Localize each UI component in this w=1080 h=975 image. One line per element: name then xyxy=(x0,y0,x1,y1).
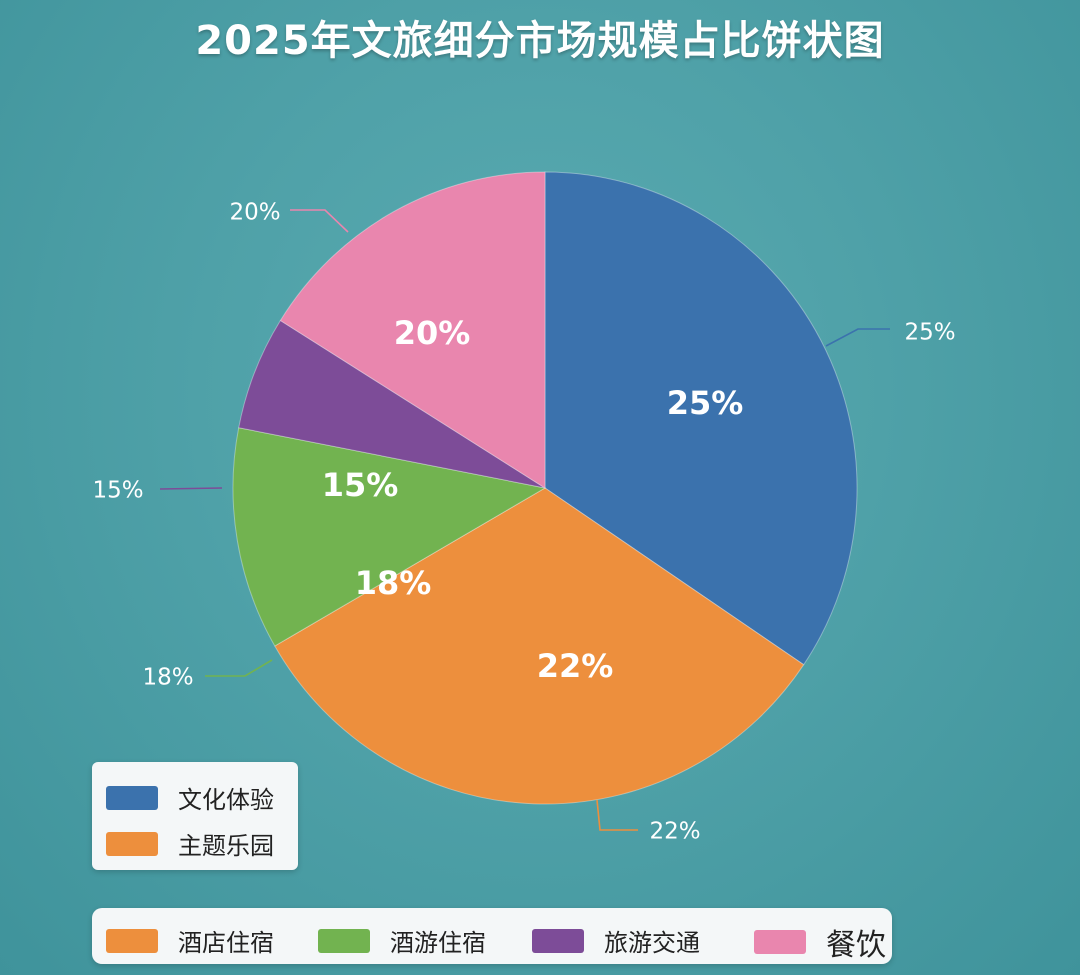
legend-item-hotel: 酒店住宿 xyxy=(106,923,274,958)
legend-item-theme-park: 主题乐园 xyxy=(106,826,274,861)
leader-line xyxy=(290,209,349,233)
legend-swatch xyxy=(106,831,158,856)
legend-label: 主题乐园 xyxy=(178,832,274,860)
legend-item-transport: 旅游交通 xyxy=(532,923,700,958)
legend-item-lodging: 酒游住宿 xyxy=(318,923,486,958)
leader-line xyxy=(596,799,638,831)
pie-slice xyxy=(544,171,858,666)
leader-line xyxy=(159,487,223,490)
legend-label: 酒游住宿 xyxy=(390,929,486,957)
legend-label: 酒店住宿 xyxy=(178,929,274,957)
slice-value-label: 15% xyxy=(322,466,399,504)
legend-label: 旅游交通 xyxy=(604,929,700,957)
slice-outer-label: 20% xyxy=(229,200,280,226)
legend-swatch xyxy=(106,785,158,810)
pie-slice xyxy=(279,171,546,489)
legend-swatch xyxy=(106,928,158,953)
legend-swatch xyxy=(532,928,584,953)
legend-label: 文化体验 xyxy=(178,786,274,814)
legend-swatch xyxy=(318,928,370,953)
pie-slice xyxy=(274,487,805,805)
slice-outer-label: 18% xyxy=(142,665,193,691)
pie-slice xyxy=(238,319,546,489)
legend-item-culture: 文化体验 xyxy=(106,780,274,815)
legend-label: 餐饮 xyxy=(826,928,886,963)
legend-swatch xyxy=(754,930,806,954)
legend-top: 文化体验 主题乐园 xyxy=(92,762,298,870)
leader-line xyxy=(205,659,273,677)
slice-value-label: 18% xyxy=(355,564,432,602)
pie-slice xyxy=(232,427,547,647)
slice-value-label: 25% xyxy=(667,384,744,422)
slice-value-label: 22% xyxy=(537,647,614,685)
slice-value-label: 20% xyxy=(394,314,471,352)
legend-bottom: 酒店住宿 酒游住宿 旅游交通 餐饮 xyxy=(92,908,892,964)
slice-outer-label: 22% xyxy=(649,819,700,845)
slice-outer-label: 25% xyxy=(904,320,955,346)
leader-line xyxy=(825,328,890,347)
legend-item-dining: 餐饮 xyxy=(754,920,886,964)
chart-title: 2025年文旅细分市场规模占比饼状图 xyxy=(195,18,885,64)
slice-outer-label: 15% xyxy=(92,478,143,504)
